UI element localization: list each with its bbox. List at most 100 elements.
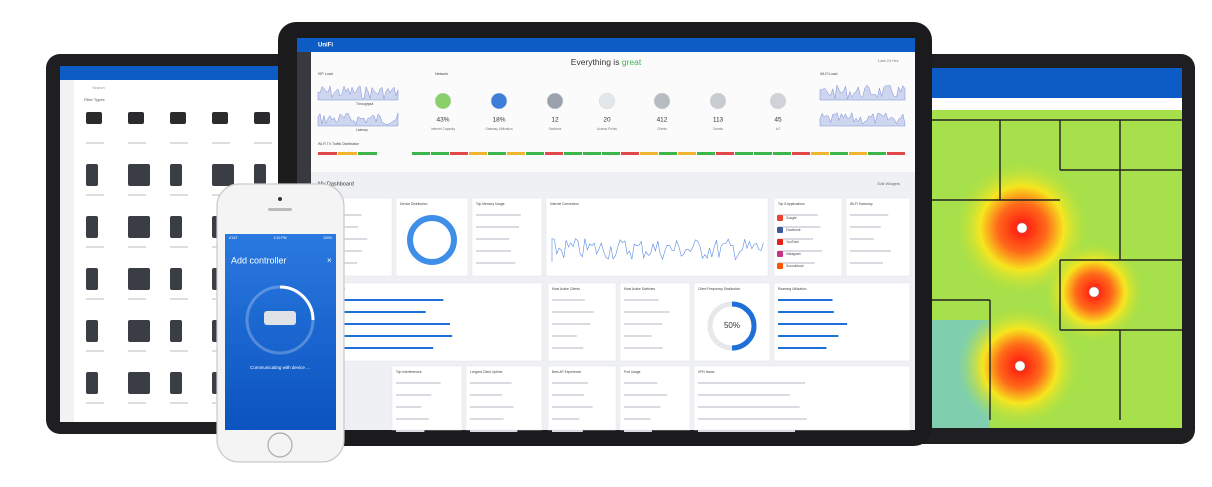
device-caption <box>86 194 104 196</box>
tx-bar <box>338 152 357 155</box>
tx-bar <box>678 152 696 155</box>
row <box>698 418 807 420</box>
device-caption <box>128 246 146 248</box>
widget-title: VPN Name <box>698 370 715 374</box>
device-caption <box>86 246 104 248</box>
app-name: Facebook <box>786 228 801 232</box>
time: 1:20 PM <box>273 236 286 240</box>
row <box>778 335 839 337</box>
donut <box>407 215 457 265</box>
dashboard-title[interactable]: My Dashboard <box>318 181 354 187</box>
row <box>552 299 585 301</box>
device-caption <box>128 402 146 404</box>
time-range[interactable]: Last 24 Hrs <box>878 58 898 63</box>
widget <box>391 365 463 431</box>
battery: 100% <box>323 236 332 240</box>
stat-label: Internet Capacity <box>431 127 456 131</box>
tx-bar <box>469 152 487 155</box>
chart-label: Throughput <box>356 102 373 106</box>
app-icon <box>777 215 783 221</box>
tx-bar <box>659 152 677 155</box>
app-name: Instagram <box>786 252 801 256</box>
tx-bar <box>830 152 848 155</box>
widget-title: Best AP Experience <box>552 370 581 374</box>
device-thumb <box>128 372 150 394</box>
row <box>850 238 874 240</box>
widget <box>693 365 911 431</box>
device-thumb <box>170 320 182 342</box>
top-bar <box>297 38 915 52</box>
sparkline <box>317 112 399 127</box>
row <box>552 323 591 325</box>
tx-bar <box>640 152 658 155</box>
widget <box>547 282 617 362</box>
tx-bar <box>431 152 449 155</box>
carrier: AT&T <box>229 236 239 240</box>
section: Wi-Fi TX Traffic Distribution <box>318 142 359 146</box>
edit-widgets[interactable]: Edit Widgets <box>878 181 900 186</box>
row <box>624 430 652 432</box>
sparklines <box>317 84 906 127</box>
row <box>698 394 790 396</box>
widget-title: Most Active Clients <box>552 287 580 291</box>
widget <box>619 282 691 362</box>
ap <box>1088 286 1100 298</box>
row <box>778 323 848 325</box>
tx-bar <box>358 152 377 155</box>
row <box>778 238 813 240</box>
row <box>624 418 651 420</box>
app-icon <box>777 227 783 233</box>
device-caption <box>212 142 230 144</box>
device-thumb <box>170 164 182 186</box>
phone-status: Communicating with device ... <box>250 365 310 370</box>
device-caption <box>128 350 146 352</box>
tx-bar <box>754 152 772 155</box>
stat-icon <box>653 92 671 110</box>
tx-bar <box>412 152 430 155</box>
connection-line <box>551 238 764 262</box>
device-thumb <box>170 268 182 290</box>
device-thumb <box>128 112 144 124</box>
stat-value: 12 <box>551 117 559 124</box>
row <box>476 250 511 252</box>
widget <box>773 197 843 277</box>
tx-bar <box>488 152 506 155</box>
widget-title: Port Usage <box>624 370 641 374</box>
row <box>850 250 892 252</box>
stat-label: Access Points <box>597 127 617 131</box>
app-name: YouTube <box>786 240 799 244</box>
row <box>396 430 425 432</box>
tx-bar <box>735 152 753 155</box>
device-icon <box>264 311 296 325</box>
widget <box>619 365 691 431</box>
row <box>320 299 444 301</box>
row <box>476 214 521 216</box>
row <box>320 347 434 349</box>
stat-value: 43% <box>436 117 449 124</box>
stat-label: Switches <box>549 127 562 131</box>
stat-label: Guests <box>713 127 724 131</box>
tx-bar <box>318 152 337 155</box>
row <box>552 430 583 432</box>
row <box>396 418 429 420</box>
device-caption <box>170 402 188 404</box>
tx-bar <box>526 152 544 155</box>
device-caption <box>86 298 104 300</box>
row <box>698 382 806 384</box>
close[interactable]: × <box>327 256 332 265</box>
camera <box>278 197 282 201</box>
widget <box>315 282 543 362</box>
headline: Everything is great <box>571 57 642 67</box>
row <box>470 394 502 396</box>
tx-bar <box>602 152 620 155</box>
device-caption <box>86 142 104 144</box>
ring-progress <box>279 285 315 321</box>
device-thumb <box>170 112 186 124</box>
row <box>624 347 663 349</box>
device-thumb <box>86 320 98 342</box>
section: Wi-Fi Load <box>820 72 837 76</box>
stat-label: Gateway Utilization <box>485 127 513 131</box>
home-button[interactable] <box>267 432 293 458</box>
